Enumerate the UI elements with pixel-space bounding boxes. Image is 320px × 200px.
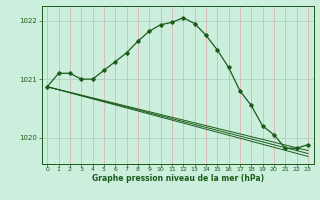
X-axis label: Graphe pression niveau de la mer (hPa): Graphe pression niveau de la mer (hPa) xyxy=(92,174,264,183)
